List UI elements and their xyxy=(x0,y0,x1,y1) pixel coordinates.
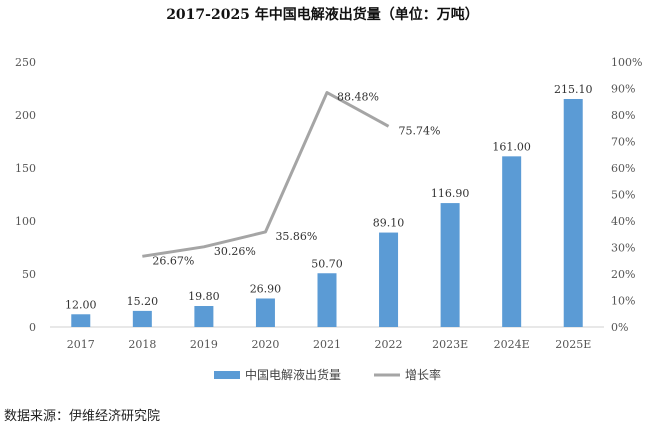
bar xyxy=(440,203,460,327)
x-tick-label: 2023E xyxy=(432,338,468,351)
growth-value-label: 75.74% xyxy=(399,124,441,137)
bar-value-label: 161.00 xyxy=(492,140,531,153)
left-axis: 0 50 100 150 200 250 xyxy=(15,56,36,334)
right-tick-label: 20% xyxy=(611,268,635,281)
bar xyxy=(317,273,337,327)
legend-line-label: 增长率 xyxy=(405,367,441,382)
chart-title: 2017-2025 年中国电解液出货量（单位：万吨） xyxy=(166,7,479,23)
bar-value-label: 26.90 xyxy=(250,282,282,295)
x-axis: 2017 2018 2019 2020 2021 2022 2023E 2024E 2025E xyxy=(50,326,604,351)
legend: 中国电解液出货量 增长率 xyxy=(214,367,441,382)
legend-bar-swatch xyxy=(214,371,240,379)
x-tick-label: 2024E xyxy=(494,338,530,351)
left-tick-label: 100 xyxy=(15,215,36,228)
right-tick-label: 60% xyxy=(611,162,635,175)
right-tick-label: 10% xyxy=(611,295,635,308)
x-tick-label: 2019 xyxy=(190,338,218,351)
left-tick-label: 50 xyxy=(22,268,36,281)
source-note: 数据来源：伊维经济研究院 xyxy=(4,409,161,424)
bar xyxy=(71,314,91,327)
right-tick-label: 100% xyxy=(611,56,642,69)
growth-value-label: 88.48% xyxy=(337,91,379,104)
right-tick-label: 80% xyxy=(611,109,635,122)
bar xyxy=(563,98,583,327)
right-tick-label: 0% xyxy=(611,321,628,334)
bar xyxy=(255,298,275,327)
right-tick-label: 90% xyxy=(611,83,635,96)
bar-value-label: 116.90 xyxy=(431,187,470,200)
legend-bar-label: 中国电解液出货量 xyxy=(245,367,341,382)
growth-value-label: 30.26% xyxy=(214,245,256,258)
left-tick-label: 150 xyxy=(15,162,36,175)
bar-value-label: 15.20 xyxy=(127,295,159,308)
bar-value-label: 12.00 xyxy=(65,298,97,311)
bar xyxy=(502,156,522,327)
growth-value-label: 26.67% xyxy=(152,254,194,267)
right-tick-label: 30% xyxy=(611,242,635,255)
right-tick-label: 40% xyxy=(611,215,635,228)
x-tick-label: 2017 xyxy=(67,338,95,351)
bar-series: 12.00 15.20 19.80 26.90 50.70 89.10 116.90 161.… xyxy=(65,83,592,327)
growth-line-series: 26.67% 30.26% 35.86% 88.48% 75.74% xyxy=(142,91,441,267)
left-tick-label: 0 xyxy=(29,321,36,334)
bar-value-label: 19.80 xyxy=(188,290,220,303)
bar xyxy=(132,310,152,327)
x-tick-label: 2020 xyxy=(251,338,279,351)
bar xyxy=(194,306,214,327)
bar xyxy=(379,232,399,327)
x-tick-label: 2021 xyxy=(313,338,341,351)
x-tick-label: 2018 xyxy=(128,338,156,351)
bar-value-label: 89.10 xyxy=(373,217,405,230)
growth-line xyxy=(142,91,390,258)
growth-value-label: 35.86% xyxy=(275,230,317,243)
right-tick-label: 50% xyxy=(611,189,635,202)
right-axis: 0% 10% 20% 30% 40% 50% 60% 70% 80% 90% 100% xyxy=(611,56,642,334)
x-tick-label: 2022 xyxy=(375,338,403,351)
bar-value-label: 215.10 xyxy=(554,83,593,96)
bar-value-label: 50.70 xyxy=(311,257,343,270)
left-tick-label: 250 xyxy=(15,56,36,69)
left-tick-label: 200 xyxy=(15,109,36,122)
right-tick-label: 70% xyxy=(611,136,635,149)
x-tick-label: 2025E xyxy=(555,338,591,351)
